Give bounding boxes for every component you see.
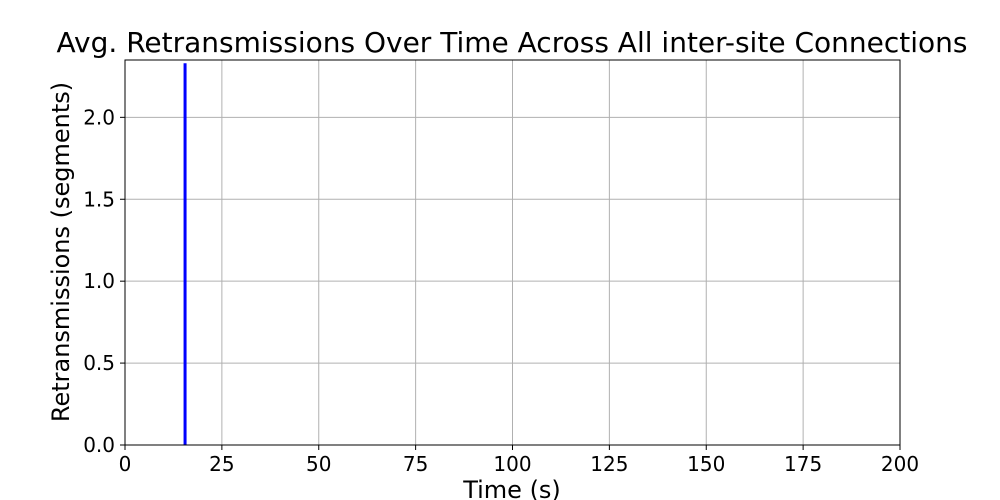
x-tick-label: 100 [493, 452, 531, 476]
x-tick-label: 125 [590, 452, 628, 476]
x-tick-label: 25 [209, 452, 234, 476]
chart-title: Avg. Retransmissions Over Time Across Al… [57, 26, 968, 59]
y-tick-label: 2.0 [83, 105, 115, 129]
y-tick-label: 0.0 [83, 433, 115, 457]
x-tick-label: 200 [881, 452, 919, 476]
x-axis-ticks: 0 25 50 75 100 125 150 175 200 [119, 445, 919, 476]
x-axis-label: Time (s) [462, 476, 561, 500]
x-tick-label: 50 [306, 452, 331, 476]
y-axis-ticks: 0.0 0.5 1.0 1.5 2.0 [83, 105, 125, 457]
y-tick-label: 1.0 [83, 269, 115, 293]
x-tick-label: 75 [403, 452, 428, 476]
y-tick-label: 1.5 [83, 187, 115, 211]
x-tick-label: 175 [784, 452, 822, 476]
y-axis-label: Retransmissions (segments) [47, 82, 75, 422]
x-tick-label: 150 [687, 452, 725, 476]
x-tick-label: 0 [119, 452, 132, 476]
y-tick-label: 0.5 [83, 351, 115, 375]
